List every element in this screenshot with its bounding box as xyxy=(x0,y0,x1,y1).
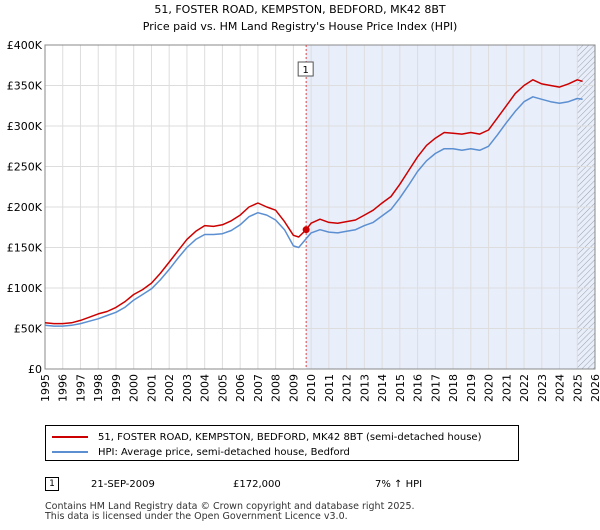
legend-swatch-property xyxy=(52,436,88,438)
y-tick-label: £250K xyxy=(7,161,43,174)
x-tick-label: 2021 xyxy=(500,374,513,402)
y-tick-label: £0 xyxy=(28,363,42,376)
hpi-line xyxy=(44,96,583,327)
sale-number-badge: 1 xyxy=(45,477,59,491)
x-tick-label: 1998 xyxy=(92,374,105,402)
y-tick-label: £50K xyxy=(14,323,43,336)
x-tick-label: 2022 xyxy=(518,374,531,402)
footer: Contains HM Land Registry data © Crown c… xyxy=(45,502,415,522)
x-tick-label: 2000 xyxy=(128,374,141,402)
chart-subtitle: Price paid vs. HM Land Registry's House … xyxy=(143,20,458,33)
x-tick-label: 2026 xyxy=(589,374,600,402)
x-tick-label: 2018 xyxy=(447,374,460,402)
y-tick-label: £300K xyxy=(7,120,43,133)
price-chart: 51, FOSTER ROAD, KEMPSTON, BEDFORD, MK42… xyxy=(7,3,600,402)
x-tick-label: 2012 xyxy=(341,374,354,402)
x-tick-label: 2009 xyxy=(287,374,300,402)
y-tick-label: £350K xyxy=(7,80,43,93)
chart-legend: 51, FOSTER ROAD, KEMPSTON, BEDFORD, MK42… xyxy=(45,425,519,461)
x-tick-label: 2004 xyxy=(199,374,212,402)
property-price-line xyxy=(44,79,583,325)
x-tick-label: 1996 xyxy=(57,374,70,402)
x-tick-label: 1997 xyxy=(74,374,87,402)
x-tick-label: 2015 xyxy=(394,374,407,402)
footer-line-2: This data is licensed under the Open Gov… xyxy=(45,511,348,522)
y-tick-label: £100K xyxy=(7,282,43,295)
x-tick-label: 1995 xyxy=(39,374,52,402)
sale-hpi-change: 7% ↑ HPI xyxy=(375,479,423,490)
x-tick-label: 2024 xyxy=(554,374,567,402)
x-tick-label: 2025 xyxy=(571,374,584,402)
x-tick-label: 1999 xyxy=(110,374,123,402)
legend-label-property: 51, FOSTER ROAD, KEMPSTON, BEDFORD, MK42… xyxy=(98,431,482,443)
chart-title: 51, FOSTER ROAD, KEMPSTON, BEDFORD, MK42… xyxy=(154,3,446,16)
x-tick-label: 2005 xyxy=(216,374,229,402)
legend-swatch-hpi xyxy=(52,451,88,453)
sale-price: £172,000 xyxy=(233,479,281,490)
x-tick-label: 2014 xyxy=(376,374,389,402)
plot-frame xyxy=(44,44,596,370)
sale-label-box xyxy=(297,61,314,77)
y-tick-label: £400K xyxy=(7,39,43,52)
sale-label-number: 1 xyxy=(302,65,308,76)
x-tick-label: 2013 xyxy=(358,374,371,402)
x-tick-label: 2003 xyxy=(181,374,194,402)
sale-date: 21-SEP-2009 xyxy=(91,479,155,490)
x-tick-label: 2016 xyxy=(412,374,425,402)
x-tick-label: 2008 xyxy=(270,374,283,402)
sales-row: 1 21-SEP-2009 £172,000 7% ↑ HPI xyxy=(45,475,585,495)
x-tick-label: 2007 xyxy=(252,374,265,402)
x-tick-label: 2017 xyxy=(429,374,442,402)
x-tick-label: 2002 xyxy=(163,374,176,402)
x-tick-label: 2010 xyxy=(305,374,318,402)
x-tick-label: 2001 xyxy=(145,374,158,402)
legend-label-hpi: HPI: Average price, semi-detached house,… xyxy=(98,446,350,458)
x-tick-label: 2020 xyxy=(483,374,496,402)
y-tick-label: £200K xyxy=(7,201,43,214)
legend-item-property: 51, FOSTER ROAD, KEMPSTON, BEDFORD, MK42… xyxy=(52,429,481,445)
footer-line-1: Contains HM Land Registry data © Crown c… xyxy=(45,501,415,512)
x-tick-label: 2019 xyxy=(465,374,478,402)
x-tick-label: 2011 xyxy=(323,374,336,402)
x-tick-label: 2006 xyxy=(234,374,247,402)
legend-item-hpi: HPI: Average price, semi-detached house,… xyxy=(52,444,350,460)
x-tick-label: 2023 xyxy=(536,374,549,402)
y-tick-label: £150K xyxy=(7,242,43,255)
sale-point xyxy=(302,226,310,234)
